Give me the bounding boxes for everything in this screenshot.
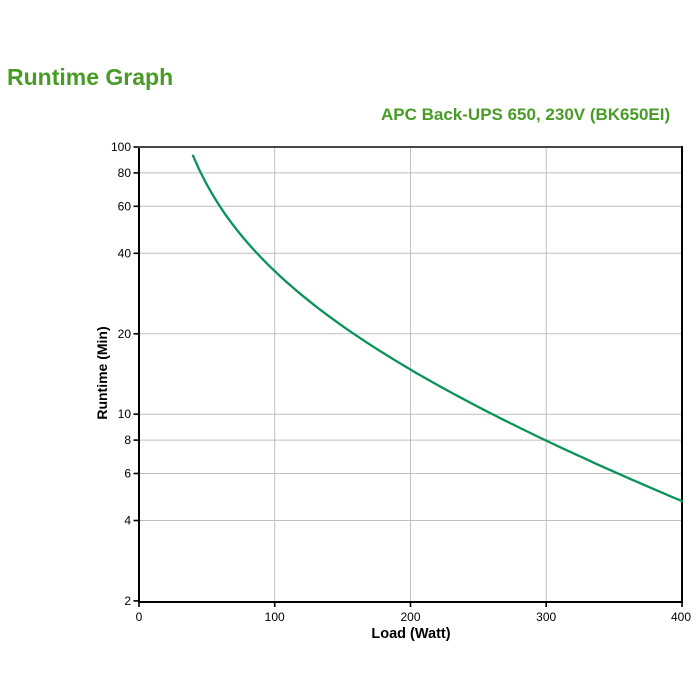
svg-text:300: 300 [536,610,556,624]
svg-text:20: 20 [118,327,132,341]
svg-text:10: 10 [118,407,132,421]
svg-text:8: 8 [124,433,131,447]
svg-text:Runtime (Min): Runtime (Min) [94,326,110,419]
svg-text:80: 80 [118,166,132,180]
svg-text:0: 0 [136,610,143,624]
svg-text:Load (Watt): Load (Watt) [371,626,450,642]
svg-text:60: 60 [118,199,132,213]
svg-text:2: 2 [124,594,131,608]
svg-text:100: 100 [111,140,131,154]
svg-text:40: 40 [118,246,132,260]
svg-text:400: 400 [671,610,691,624]
svg-text:6: 6 [124,467,131,481]
svg-text:4: 4 [124,514,131,528]
svg-text:200: 200 [400,610,420,624]
svg-text:100: 100 [265,610,285,624]
